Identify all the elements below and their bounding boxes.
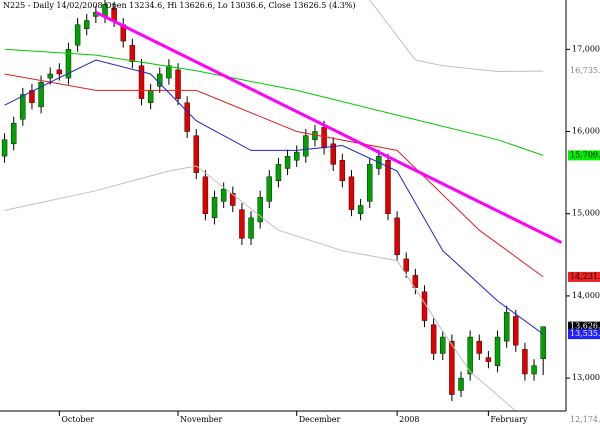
candle-body: [184, 102, 190, 132]
candle-body: [74, 24, 81, 46]
candle-body: [284, 155, 291, 169]
candle-body: [193, 135, 199, 173]
y-tick-label: 16,000: [572, 127, 600, 136]
x-tick-label: December: [299, 415, 341, 424]
last-value-box: [568, 271, 600, 282]
indicator-line: [95, 10, 563, 244]
candle-body: [513, 316, 519, 346]
indicator-line: [4, 165, 517, 411]
y-tick-label: 15,000: [572, 209, 600, 218]
last-value-box: [568, 321, 600, 332]
chart-title: N225 - Daily 14/02/2008 Open 13234.6, Hi…: [3, 1, 356, 10]
candle-body: [303, 135, 309, 157]
last-value-label: 16,735.2: [570, 66, 600, 75]
candle-body: [29, 90, 35, 103]
candle-body: [275, 164, 282, 182]
candle-body: [531, 365, 537, 375]
candle-body: [403, 258, 409, 272]
candle-body: [385, 160, 391, 214]
candle-body: [293, 151, 300, 161]
plot-area: [1, 0, 563, 411]
candle-body: [339, 160, 346, 182]
candle-body: [412, 275, 419, 288]
candle-body: [175, 69, 181, 99]
last-value-label: 15,709.5: [570, 150, 600, 159]
last-value-box: [568, 329, 600, 340]
candle-body: [522, 349, 528, 375]
x-tick-label: 2008: [399, 415, 419, 424]
x-tick-label: November: [180, 415, 223, 424]
candle-body: [10, 123, 17, 145]
last-value-box: [568, 66, 600, 77]
indicator-line: [369, 0, 544, 73]
candle-body: [449, 340, 455, 395]
candle-body: [157, 73, 163, 87]
indicator-line: [4, 48, 544, 156]
candle-body: [129, 45, 136, 62]
last-value-label: 13,626.5: [570, 322, 600, 331]
candle-body: [367, 164, 373, 202]
last-value-box: [568, 415, 600, 425]
candle-body: [111, 8, 117, 21]
candle-body: [458, 377, 464, 391]
candle-body: [248, 217, 254, 239]
candle-body: [56, 69, 63, 75]
candle-body: [47, 73, 53, 79]
candle-body: [503, 312, 510, 342]
candle-body: [257, 197, 263, 223]
candle-body: [440, 336, 446, 354]
candle-body: [476, 340, 482, 354]
candle-body: [138, 65, 145, 99]
indicator-line: [4, 73, 544, 278]
candle-body: [348, 176, 355, 210]
candle-body: [166, 65, 172, 79]
candle-body: [1, 139, 8, 157]
candle-body: [485, 357, 492, 362]
candle-body: [266, 176, 273, 202]
candle-body: [467, 336, 473, 375]
y-tick-label: 13,000: [572, 373, 600, 382]
y-tick-label: 17,000: [572, 44, 600, 53]
last-value-label: 12,174.4: [570, 415, 600, 424]
candle-body: [494, 336, 501, 366]
last-value-label: 14,231.2: [570, 272, 600, 281]
candle-body: [38, 81, 44, 108]
candle-body: [20, 94, 26, 120]
indicator-line: [4, 59, 544, 335]
candle-body: [540, 326, 546, 360]
candle-body: [202, 176, 209, 214]
candle-body: [147, 90, 154, 103]
last-value-label: 13,535.3: [570, 329, 600, 338]
candle-body: [330, 143, 336, 165]
x-tick-label: October: [61, 415, 94, 424]
y-tick-label: 14,000: [572, 291, 600, 300]
x-tick-label: February: [490, 415, 528, 424]
candle-body: [230, 192, 236, 206]
candle-body: [430, 324, 437, 354]
candle-body: [321, 127, 327, 149]
candle-body: [357, 205, 364, 214]
candle-body: [239, 209, 245, 239]
candle-body: [394, 217, 400, 256]
candle-body: [211, 197, 218, 219]
candle-body: [65, 49, 72, 79]
candle-body: [220, 188, 227, 202]
candle-body: [84, 20, 90, 29]
last-value-box: [568, 150, 600, 161]
